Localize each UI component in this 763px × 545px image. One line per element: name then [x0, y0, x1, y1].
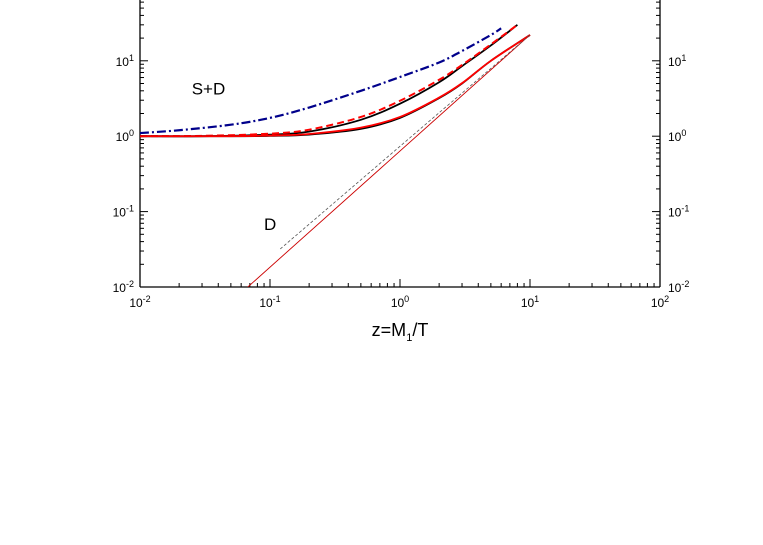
axis-ticks [139, 1, 661, 288]
x-tick-label: 10-2 [129, 294, 150, 310]
annotations: S+D D [192, 79, 277, 234]
plot-frame [139, 0, 661, 288]
y-tick-label-right: 10-1 [668, 204, 689, 220]
series-line-7 [280, 34, 531, 250]
y-tick-label-left: 10-2 [113, 279, 134, 295]
series-line-6 [247, 34, 531, 287]
x-tick-label: 100 [391, 294, 409, 310]
x-tick-label: 10-1 [259, 294, 280, 310]
y-tick-label-right: 100 [668, 128, 686, 144]
y-tick-label-right: 101 [668, 53, 686, 69]
x-tick-label: 101 [521, 294, 539, 310]
y-tick-label-right: 10-2 [668, 279, 689, 295]
y-tick-label-left: 100 [116, 128, 134, 144]
annotation-2: D [264, 215, 276, 234]
series-line-5 [140, 34, 531, 138]
y-tick-label-left: 10-1 [113, 204, 134, 220]
series-line-3 [140, 24, 518, 138]
series-line-1 [140, 27, 502, 135]
annotation-1: S+D [192, 79, 226, 98]
y-tick-label-left: 101 [116, 53, 134, 69]
series-group [140, 24, 531, 287]
x-axis-label: z=M1/T [372, 320, 429, 344]
x-tick-label: 102 [651, 294, 669, 310]
